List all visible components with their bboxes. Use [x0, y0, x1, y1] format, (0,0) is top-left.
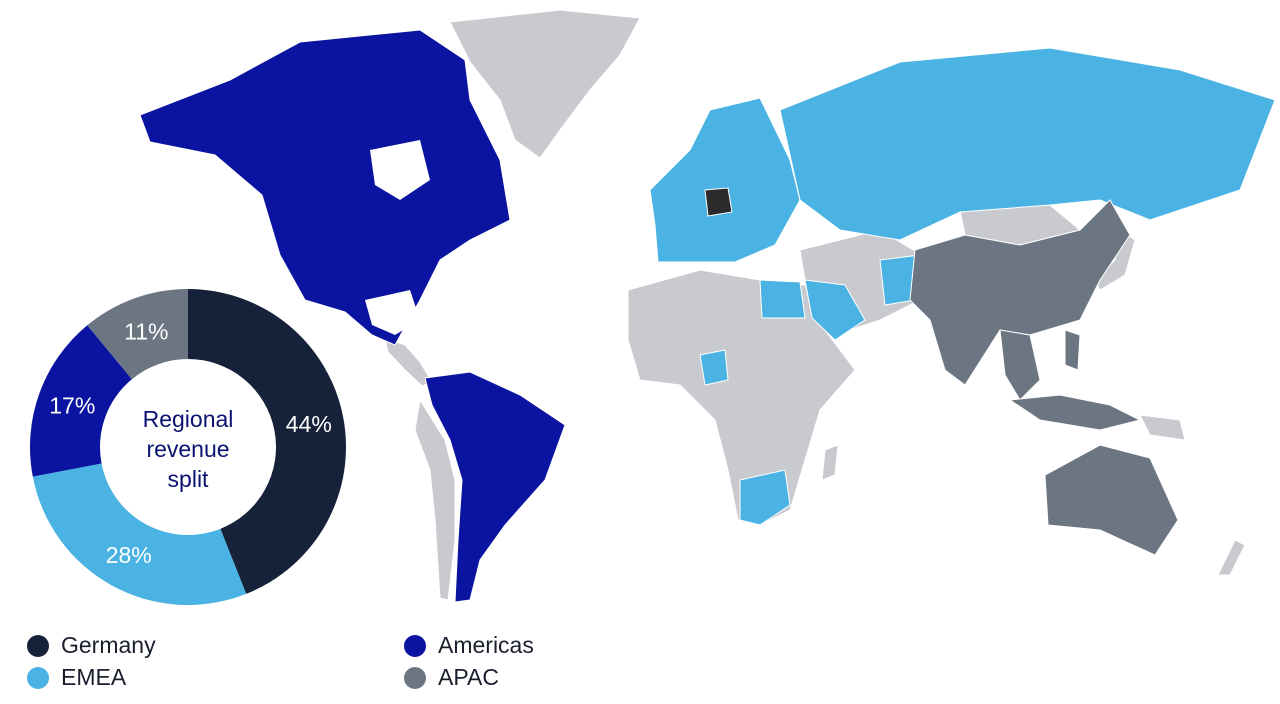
south-america: [424, 371, 566, 603]
legend-emea: EMEA: [27, 664, 126, 691]
new-zealand: [1217, 539, 1246, 576]
slice-label-apac: 11%: [124, 318, 168, 344]
greenland: [449, 9, 641, 159]
north-america: [139, 29, 511, 346]
southeast-asia: [999, 329, 1041, 401]
png: [1139, 414, 1186, 441]
legend-swatch-americas: [404, 634, 426, 657]
hudson-bay: [370, 140, 430, 200]
germany: [704, 187, 733, 217]
legend-label: Germany: [61, 632, 156, 658]
legend-swatch-emea: [27, 666, 49, 689]
egypt: [759, 279, 806, 319]
madagascar: [821, 444, 839, 481]
nigeria: [699, 349, 729, 386]
slice-label-americas: 17%: [49, 392, 95, 418]
center-label-line-1: Regional: [143, 406, 234, 432]
donut-slice-americas: [29, 325, 132, 477]
donut-slice-emea: [32, 463, 247, 605]
slice-label-emea: 28%: [106, 542, 152, 568]
center-label-line-2: revenue: [146, 436, 229, 462]
legend-swatch-apac: [404, 666, 426, 689]
center-label-line-3: split: [168, 466, 210, 492]
saudi-arabia: [804, 279, 866, 341]
south-africa: [739, 469, 791, 526]
donut-slice-germany: [188, 289, 346, 594]
donut-slice-apac: [87, 289, 188, 380]
russia-central-asia: [779, 47, 1276, 241]
legend-label: Americas: [438, 632, 534, 658]
south-america-west: [414, 398, 456, 601]
legend-swatch-germany: [27, 634, 49, 657]
philippines: [1064, 329, 1081, 371]
china-india: [909, 199, 1131, 386]
europe: [649, 97, 801, 263]
legend-apac: APAC: [404, 664, 499, 691]
japan: [1094, 229, 1136, 291]
australia: [1044, 444, 1179, 556]
slice-label-germany: 44%: [286, 411, 332, 437]
gulf-of-mexico: [365, 290, 420, 335]
indonesia: [1008, 394, 1142, 431]
legend-label: APAC: [438, 664, 499, 690]
legend-germany: Germany: [27, 632, 156, 659]
legend-americas: Americas: [404, 632, 534, 659]
legend-label: EMEA: [61, 664, 127, 690]
